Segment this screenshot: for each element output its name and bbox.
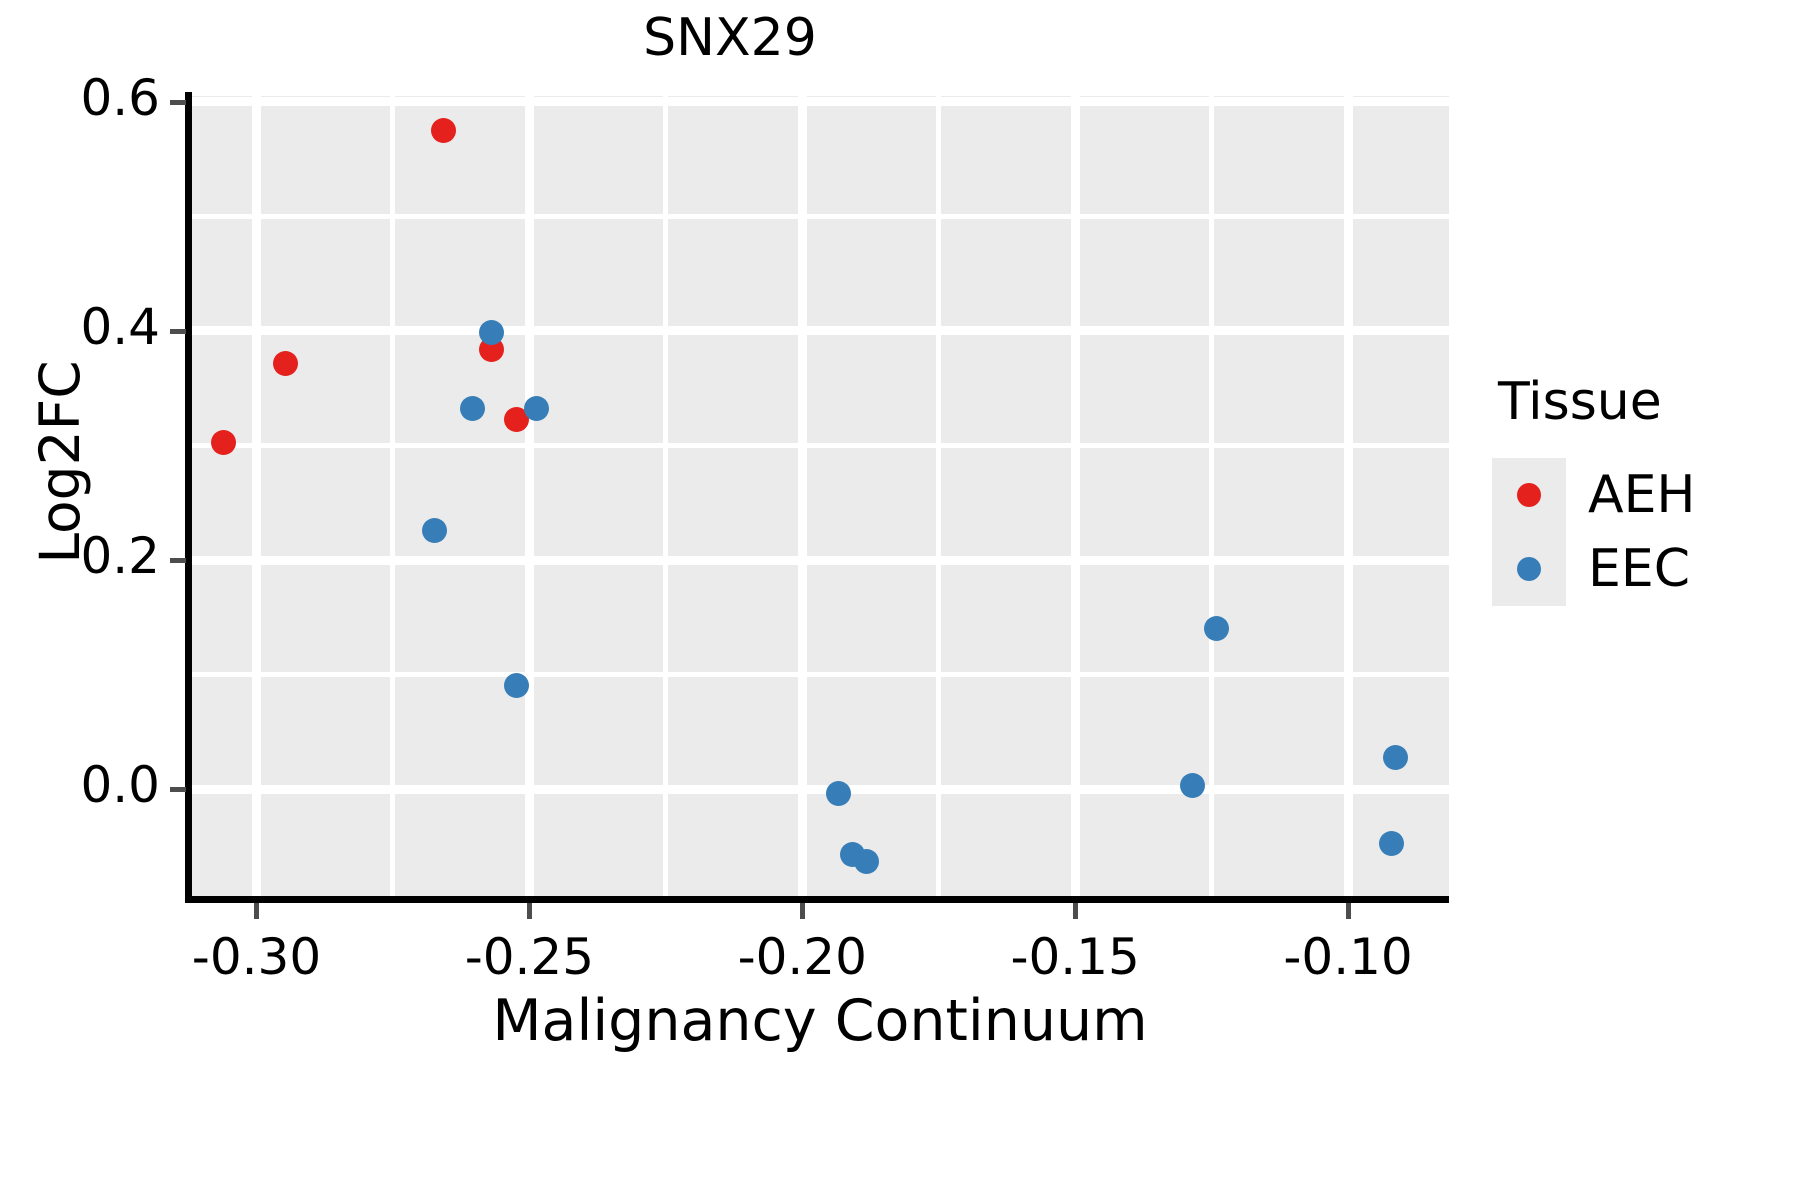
scatter-point-eec (478, 320, 504, 346)
x-tick-label: -0.20 (737, 928, 867, 986)
scatter-point-eec (825, 781, 851, 807)
gridline-vertical-minor (936, 96, 942, 896)
scatter-point-eec (854, 848, 880, 874)
x-tick-label: -0.10 (1283, 928, 1413, 986)
page-title: SNX29 (643, 8, 817, 68)
gridline-horizontal-minor (191, 672, 1449, 678)
gridline-vertical-minor (1209, 96, 1215, 896)
legend-dot-icon (1517, 557, 1541, 581)
legend-title: Tissue (1498, 372, 1662, 432)
scatter-point-aeh (211, 429, 237, 455)
y-tick-mark (170, 787, 186, 793)
gridline-vertical-major (1343, 96, 1353, 896)
legend-item-aeh[interactable]: AEH (1492, 458, 1792, 532)
gridline-vertical-major (524, 96, 534, 896)
y-tick-label: 0.2 (80, 527, 160, 586)
gridline-vertical-major (797, 96, 807, 896)
x-tick-label: -0.15 (1010, 928, 1140, 986)
x-axis-title: Malignancy Continuum (492, 988, 1148, 1054)
gridline-horizontal-major (191, 555, 1449, 565)
y-tick-label: 0.0 (80, 756, 160, 815)
gridline-horizontal-major (191, 784, 1449, 794)
scatter-point-eec (1179, 772, 1205, 798)
y-tick-label: 0.6 (80, 68, 160, 127)
legend-label: AEH (1588, 465, 1696, 525)
scatter-point-aeh (430, 118, 456, 144)
x-tick-mark (527, 903, 533, 919)
x-tick-mark (1346, 903, 1352, 919)
gridline-horizontal-major (191, 326, 1449, 336)
gridline-vertical-minor (663, 96, 669, 896)
scatter-point-eec (523, 395, 549, 421)
scatter-point-eec (1378, 830, 1404, 856)
x-axis-line (185, 896, 1449, 903)
legend-entries: AEH EEC (1492, 458, 1792, 606)
y-tick-mark (170, 99, 186, 105)
gridline-horizontal-minor (191, 443, 1449, 449)
gridline-vertical-major (1070, 96, 1080, 896)
gridline-horizontal-major (191, 97, 1449, 107)
x-tick-mark (254, 903, 260, 919)
y-axis-title: Log2FC (28, 360, 92, 564)
plot-panel (191, 96, 1449, 896)
legend-key-swatch (1492, 458, 1566, 532)
x-tick-mark (1073, 903, 1079, 919)
y-axis-line (185, 92, 192, 900)
legend-dot-icon (1517, 483, 1541, 507)
legend-key-swatch (1492, 532, 1566, 606)
scatter-point-eec (1204, 615, 1229, 641)
y-tick-mark (170, 558, 186, 564)
y-tick-mark (170, 328, 186, 334)
gridline-vertical-minor (390, 96, 396, 896)
x-tick-mark (800, 903, 806, 919)
y-tick-label: 0.4 (80, 297, 160, 356)
legend-label: EEC (1588, 539, 1691, 599)
scatter-point-eec (459, 396, 485, 422)
scatter-point-eec (421, 517, 447, 543)
legend: Tissue AEH EEC (1492, 372, 1792, 606)
x-tick-label: -0.25 (464, 928, 595, 986)
scatter-point-eec (1383, 744, 1408, 770)
gridline-vertical-major (251, 96, 261, 896)
x-tick-label: -0.30 (191, 928, 322, 986)
scatter-point-aeh (272, 351, 298, 377)
legend-item-eec[interactable]: EEC (1492, 532, 1792, 606)
gridline-horizontal-minor (191, 213, 1449, 219)
scatter-point-eec (504, 673, 530, 699)
